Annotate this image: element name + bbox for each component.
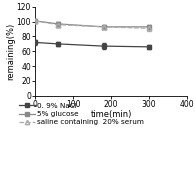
Legend: 0. 9% NaCl, 5% glucose, saline containing  20% serum: 0. 9% NaCl, 5% glucose, saline containin… (19, 103, 144, 125)
Y-axis label: remaining(%): remaining(%) (6, 23, 15, 80)
X-axis label: time(min): time(min) (90, 110, 132, 119)
